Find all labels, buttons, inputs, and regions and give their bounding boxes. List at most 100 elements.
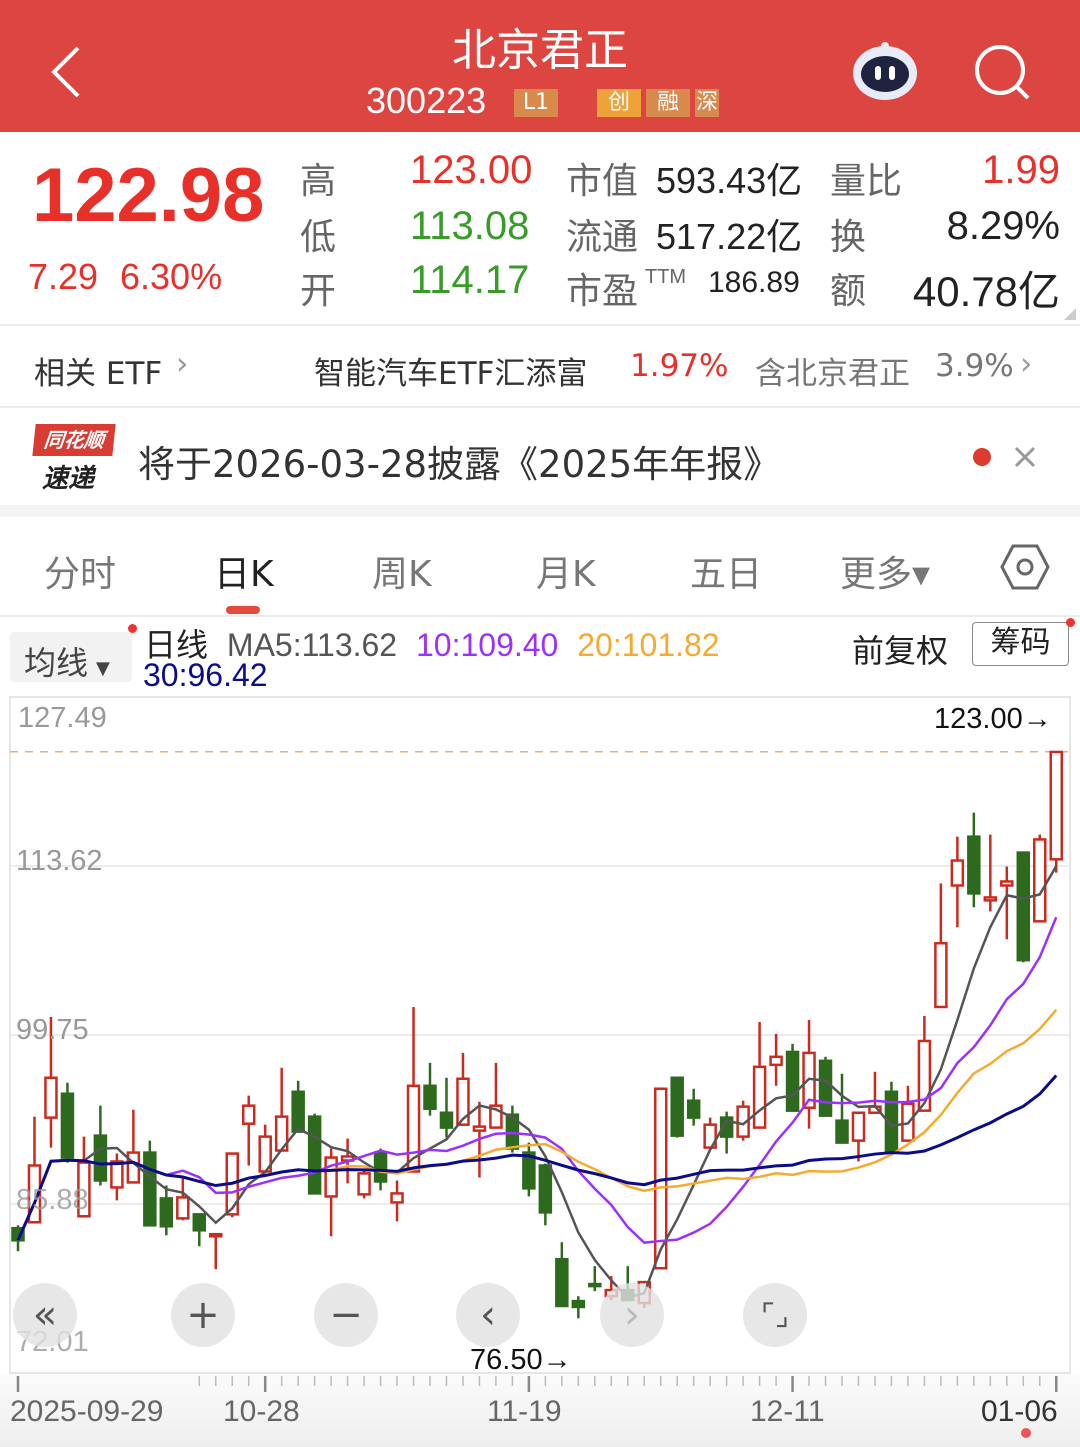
candle-down [884, 1081, 899, 1153]
tab-intraday[interactable]: 分时 [44, 554, 117, 595]
candle-up [489, 1062, 503, 1129]
candle-body [1049, 750, 1063, 861]
period-label: 日线 [144, 627, 209, 663]
chips-button[interactable]: 筹码 [972, 622, 1069, 666]
candle-body [1000, 880, 1014, 887]
etf-name[interactable]: 智能汽车ETF汇添富 [314, 356, 588, 392]
candle-down [555, 1242, 569, 1308]
notice-text[interactable]: 将于2026-03-28披露《2025年年报》 [138, 443, 781, 486]
candle-body [1033, 838, 1047, 923]
indicator-select[interactable]: 均线 ▼ [10, 632, 132, 682]
candle-body [917, 1039, 932, 1112]
candle-up [110, 1153, 124, 1201]
low-value: 113.08 [410, 204, 530, 248]
float-value: 517.22亿 [656, 216, 803, 257]
related-etf-row[interactable]: 相关 ETF › 智能汽车ETF汇添富 1.97% 含北京君正 3.9% › [0, 326, 1080, 406]
active-tab-indicator [226, 606, 260, 614]
indicator-select-value: 均线 [24, 644, 89, 682]
candle-body [93, 1134, 108, 1182]
candle-down [835, 1073, 849, 1144]
candle-down [93, 1105, 108, 1186]
robot-assistant-icon[interactable] [850, 38, 920, 102]
etf-weight: 3.9% [935, 348, 1014, 384]
candle-body [489, 1104, 503, 1129]
candle-up [1049, 750, 1063, 873]
candle-body [307, 1115, 322, 1195]
mcap-value: 593.43亿 [656, 160, 803, 201]
candle-down [522, 1142, 536, 1197]
chevron-right-icon[interactable]: › [1020, 346, 1033, 382]
candle-down [143, 1140, 157, 1227]
price-change-pct: 6.30% [120, 256, 223, 297]
x-axis-bar [0, 1374, 1080, 1447]
candle-body [752, 1065, 767, 1129]
candle-body [143, 1151, 157, 1227]
open-value: 114.17 [410, 258, 530, 302]
app-header: 北京君正 300223 L1 创 融 深 [0, 0, 1080, 132]
candle-down [423, 1062, 437, 1116]
candle-body [588, 1282, 602, 1288]
dropdown-caret-icon: ▼ [96, 658, 110, 679]
tab-more[interactable]: 更多▾ [840, 554, 931, 595]
tab-weekly-k[interactable]: 周K [372, 554, 432, 595]
adjust-mode[interactable]: 前复权 [852, 632, 949, 670]
tab-monthly-k[interactable]: 月K [536, 554, 596, 595]
search-icon[interactable] [972, 42, 1034, 102]
scroll-left-button[interactable]: ‹ [456, 1283, 520, 1347]
close-icon[interactable] [1014, 446, 1036, 468]
candle-up [769, 1033, 783, 1086]
high-value: 123.00 [410, 148, 533, 192]
candle-up [934, 883, 948, 1009]
x-tick-label: 10-28 [223, 1395, 300, 1428]
notice-banner[interactable]: 同花顺 速递 将于2026-03-28披露《2025年年报》 [0, 408, 1080, 505]
candle-body [423, 1084, 437, 1110]
candle-body [769, 1055, 783, 1067]
amount-value: 40.78亿 [912, 268, 1060, 315]
tab-daily-k[interactable]: 日K [214, 554, 274, 595]
related-etf-label[interactable]: 相关 ETF [34, 356, 163, 392]
candle-body [555, 1257, 569, 1308]
expand-corner-icon[interactable] [1064, 308, 1076, 320]
candle-up [44, 1016, 58, 1148]
mcap-label: 市值 [566, 160, 639, 201]
zoom-out-button[interactable]: − [314, 1283, 378, 1347]
candle-down [60, 1082, 75, 1163]
candle-body [390, 1192, 404, 1204]
ma5-line [16, 865, 1058, 1300]
turnover-value: 8.29% [946, 204, 1060, 248]
candle-body [44, 1076, 58, 1119]
float-label: 流通 [566, 216, 639, 257]
candle-body [357, 1172, 371, 1196]
candle-up [324, 1148, 338, 1237]
candle-body [571, 1299, 586, 1309]
ma30-value: 30:96.42 [143, 657, 268, 693]
candle-body [324, 1156, 338, 1198]
candle-down [967, 812, 981, 908]
candle-body [967, 835, 981, 895]
tab-five-day[interactable]: 五日 [690, 554, 763, 595]
ma20-value: 20:101.82 [577, 627, 720, 663]
back-icon[interactable] [48, 44, 84, 100]
settings-icon[interactable] [1000, 543, 1050, 591]
candle-down [307, 1113, 322, 1195]
candle-body [291, 1090, 305, 1133]
candle-body [77, 1161, 91, 1218]
ma10-value: 10:109.40 [415, 627, 559, 663]
candle-up [126, 1109, 141, 1184]
ma-legend: 日线 MA5:113.62 10:109.40 20:101.82 [144, 620, 720, 666]
candle-up [390, 1180, 404, 1222]
zoom-in-button[interactable]: + [171, 1283, 235, 1347]
open-label: 开 [300, 270, 337, 311]
candle-up [1033, 834, 1047, 923]
minus-icon: − [329, 1292, 363, 1338]
plus-icon: + [186, 1292, 220, 1338]
candle-down [538, 1163, 553, 1226]
candle-down [818, 1056, 833, 1117]
candle-up [456, 1052, 470, 1126]
fullscreen-button[interactable]: ⌜⌟ [743, 1283, 807, 1347]
candle-up [274, 1067, 289, 1152]
scroll-to-start-button[interactable]: « [13, 1283, 77, 1347]
candle-down [505, 1105, 520, 1153]
scroll-right-button[interactable]: › [600, 1283, 664, 1347]
